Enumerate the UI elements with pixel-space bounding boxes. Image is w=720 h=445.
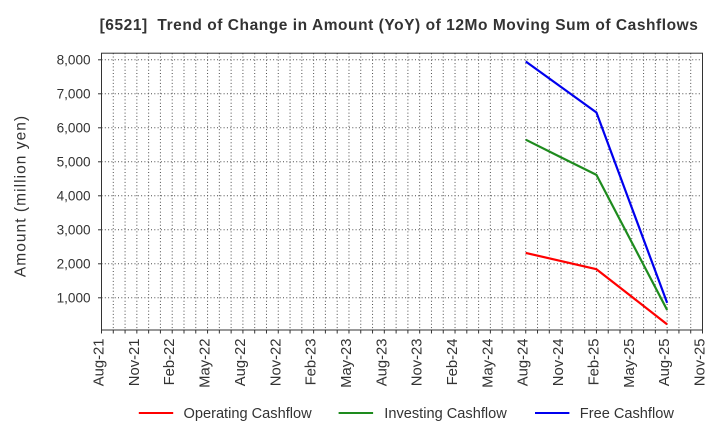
svg-text:Nov-21: Nov-21	[127, 339, 143, 387]
svg-text:Aug-24: Aug-24	[516, 339, 532, 387]
svg-text:Aug-22: Aug-22	[233, 339, 249, 387]
svg-text:Aug-23: Aug-23	[374, 339, 390, 387]
svg-text:Feb-22: Feb-22	[162, 339, 178, 386]
svg-text:7,000: 7,000	[57, 87, 91, 102]
svg-text:Nov-25: Nov-25	[693, 339, 709, 387]
svg-text:Nov-24: Nov-24	[551, 339, 567, 387]
svg-text:May-22: May-22	[198, 339, 214, 388]
svg-text:May-23: May-23	[339, 339, 355, 388]
svg-text:5,000: 5,000	[57, 155, 91, 170]
svg-text:1,000: 1,000	[57, 291, 91, 306]
svg-text:3,000: 3,000	[57, 223, 91, 238]
svg-text:8,000: 8,000	[57, 53, 91, 68]
svg-text:Free Cashflow: Free Cashflow	[580, 406, 675, 422]
svg-text:Feb-25: Feb-25	[586, 339, 602, 386]
svg-text:Nov-22: Nov-22	[268, 339, 284, 387]
svg-text:Nov-23: Nov-23	[410, 339, 426, 387]
svg-text:2,000: 2,000	[57, 257, 91, 272]
svg-text:[6521] Trend of Change in Amo: [6521] Trend of Change in Amount (YoY) o…	[100, 17, 699, 34]
svg-text:May-25: May-25	[622, 339, 638, 388]
svg-text:May-24: May-24	[480, 339, 496, 388]
svg-text:Operating Cashflow: Operating Cashflow	[184, 406, 313, 422]
svg-text:Aug-25: Aug-25	[657, 339, 673, 387]
svg-text:Feb-24: Feb-24	[445, 339, 461, 386]
svg-text:6,000: 6,000	[57, 121, 91, 136]
svg-text:Amount (million yen): Amount (million yen)	[13, 115, 30, 277]
svg-text:4,000: 4,000	[57, 189, 91, 204]
svg-text:Feb-23: Feb-23	[304, 339, 320, 386]
svg-text:Aug-21: Aug-21	[92, 339, 108, 387]
svg-text:Investing Cashflow: Investing Cashflow	[384, 406, 507, 422]
